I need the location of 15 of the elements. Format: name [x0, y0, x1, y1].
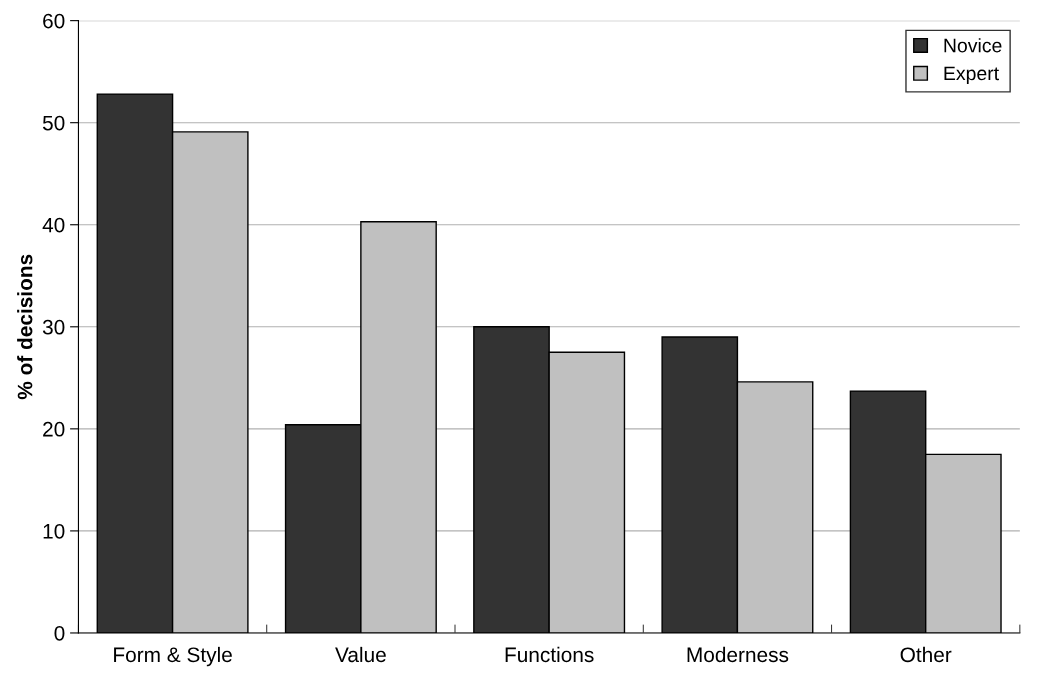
y-tick-label: 40 — [42, 217, 65, 233]
y-tick-label: 50 — [42, 115, 65, 131]
x-tick-label: Form & Style — [114, 646, 232, 667]
y-tick-label: 20 — [43, 421, 65, 437]
x-tick-label: Functions — [505, 646, 594, 663]
x-tick-label: Value — [335, 646, 386, 663]
legend-label: Novice — [944, 38, 1002, 53]
y-tick-label: 30 — [42, 319, 65, 335]
y-axis-title: % of decisions — [17, 254, 33, 400]
x-tick-label: Other — [900, 646, 952, 663]
x-tick-label: Moderness — [687, 646, 789, 663]
legend-label: Expert — [944, 66, 999, 85]
y-tick-label: 0 — [54, 625, 65, 641]
y-tick-label: 60 — [43, 13, 65, 29]
y-tick-label: 10 — [43, 523, 65, 539]
